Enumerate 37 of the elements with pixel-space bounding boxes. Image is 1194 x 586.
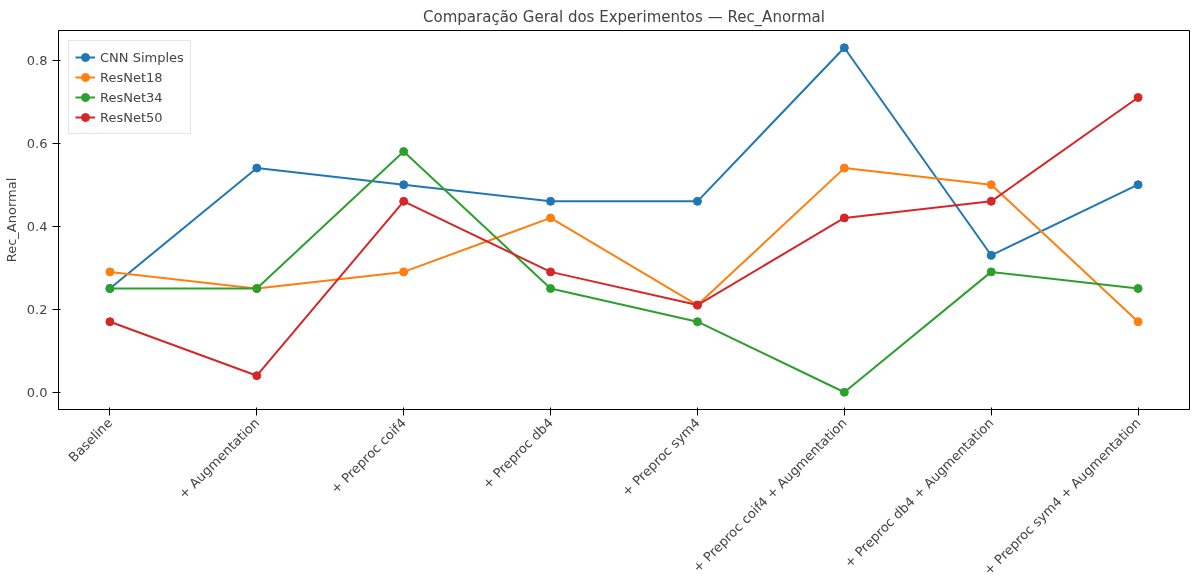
y-tick-label: 0.4 bbox=[26, 218, 48, 234]
legend-label: ResNet34 bbox=[100, 89, 163, 105]
point bbox=[986, 180, 996, 190]
point bbox=[1133, 93, 1143, 103]
y-axis-title: Rec_Anormal bbox=[3, 177, 19, 263]
point bbox=[1133, 317, 1143, 327]
point bbox=[252, 371, 262, 381]
legend-label: ResNet50 bbox=[100, 109, 163, 125]
y-tick-label: 0.6 bbox=[26, 135, 48, 151]
point bbox=[986, 267, 996, 277]
point bbox=[546, 213, 556, 223]
y-tick-label: 0.0 bbox=[26, 384, 48, 400]
point bbox=[399, 196, 409, 206]
y-tick-label: 0.2 bbox=[26, 301, 48, 317]
point bbox=[546, 284, 556, 293]
point bbox=[546, 267, 556, 277]
point bbox=[399, 180, 409, 190]
point bbox=[839, 387, 849, 397]
point bbox=[252, 163, 262, 173]
y-tick-label: 0.8 bbox=[26, 52, 48, 68]
point bbox=[1133, 180, 1143, 190]
point bbox=[105, 267, 115, 277]
point bbox=[692, 317, 702, 327]
point bbox=[1133, 284, 1143, 293]
point bbox=[692, 196, 702, 206]
point bbox=[839, 163, 849, 173]
point bbox=[986, 250, 996, 260]
point bbox=[839, 43, 849, 53]
point bbox=[839, 213, 849, 223]
point bbox=[399, 267, 409, 277]
legend-label: CNN Simples bbox=[100, 49, 184, 65]
point bbox=[546, 196, 556, 206]
point bbox=[986, 196, 996, 206]
chart-title: Comparação Geral dos Experimentos — Rec_Anormal bbox=[423, 7, 825, 27]
legend-label: ResNet18 bbox=[100, 69, 163, 85]
point bbox=[105, 317, 115, 327]
point bbox=[399, 147, 409, 156]
